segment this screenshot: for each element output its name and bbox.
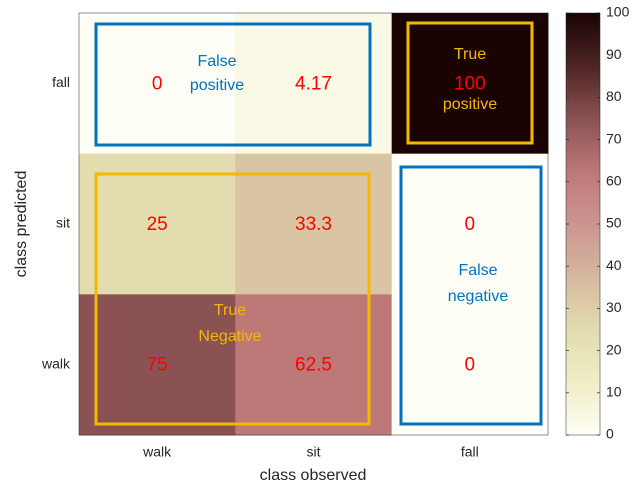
annotation: False [197, 53, 236, 70]
annotation: Negative [198, 328, 261, 345]
cell [79, 153, 236, 295]
colorbar-tick-label: 70 [606, 130, 622, 146]
cell [391, 13, 549, 155]
cell-value: 0 [465, 355, 476, 376]
annotation: positive [443, 96, 497, 113]
annotation: positive [190, 77, 244, 94]
box-false-negative [399, 165, 543, 426]
cell-value: 75 [147, 355, 168, 376]
y-axis-title: class predicted [13, 171, 30, 278]
box-true-negative [94, 172, 371, 426]
cell-value: 0 [152, 73, 163, 94]
colorbar-tick-label: 10 [606, 384, 622, 400]
cell-value: 100 [454, 73, 486, 94]
colorbar-tick-label: 80 [606, 88, 622, 104]
plot-frame [78, 12, 549, 436]
cell-value: 0 [465, 214, 476, 235]
cell [391, 294, 549, 436]
colorbar-tick-label: 90 [606, 46, 622, 62]
x-tick-label: fall [461, 444, 479, 460]
colorbar-tick-label: 60 [606, 173, 622, 189]
annotation: True [454, 46, 486, 63]
y-tick-label: walk [41, 355, 71, 371]
cell [79, 294, 236, 436]
annotation: negative [448, 288, 509, 305]
x-tick-label: walk [142, 444, 172, 460]
cell [235, 153, 393, 295]
colorbar-tick-label: 0 [606, 426, 614, 442]
cell [235, 294, 393, 436]
annotation: False [458, 262, 497, 279]
cell-value: 25 [147, 214, 168, 235]
cell-value: 62.5 [295, 355, 332, 376]
colorbar-tick-label: 20 [606, 341, 622, 357]
colorbar-tick-label: 100 [606, 4, 630, 20]
colorbar-tick-label: 40 [606, 257, 622, 273]
colorbar-tick-label: 30 [606, 299, 622, 315]
annotation: True [214, 302, 246, 319]
cell [235, 13, 393, 155]
colorbar-tick-label: 50 [606, 215, 622, 231]
colorbar [565, 12, 601, 436]
x-tick-label: sit [307, 444, 321, 460]
cells [79, 13, 549, 436]
cell-value: 33.3 [295, 214, 332, 235]
x-axis-title: class observed [260, 467, 367, 484]
y-tick-label: sit [56, 215, 70, 231]
cell-value: 4.17 [295, 73, 332, 94]
box-false-positive [94, 22, 372, 147]
cell [391, 153, 549, 295]
y-tick-label: fall [52, 74, 70, 90]
cell [79, 13, 236, 155]
box-true-positive [406, 21, 534, 145]
